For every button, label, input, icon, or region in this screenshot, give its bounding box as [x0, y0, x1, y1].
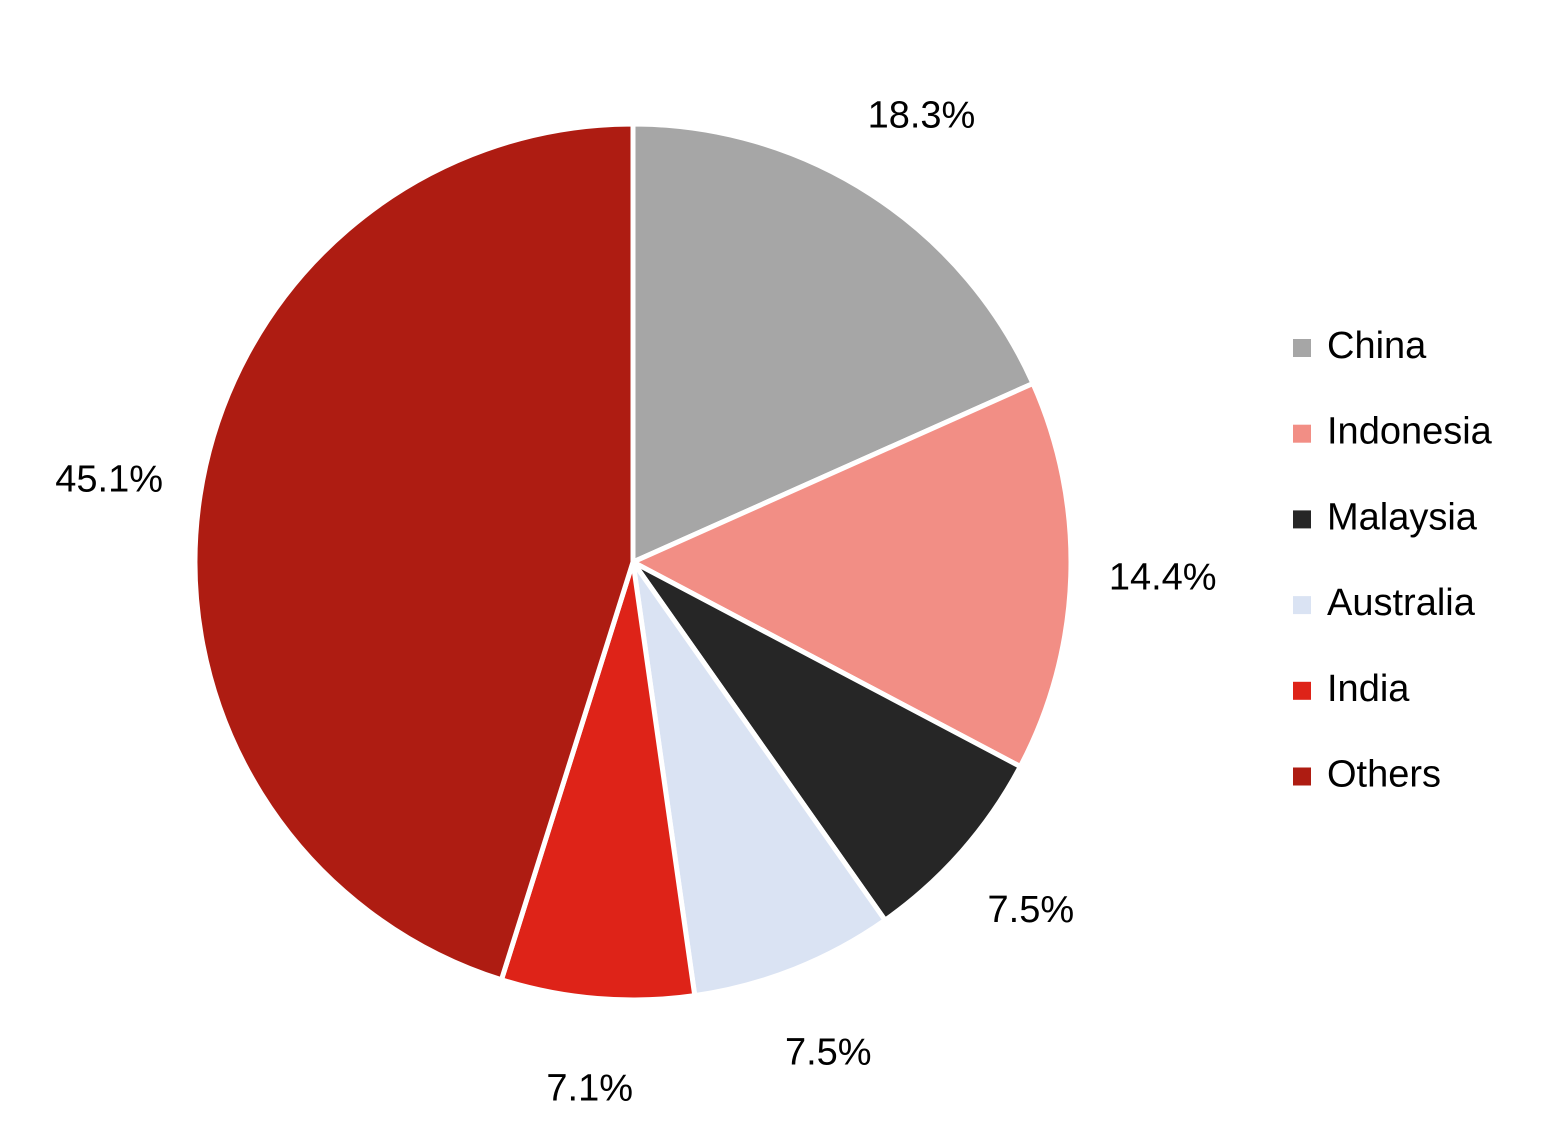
pie-slice [630, 380, 1074, 770]
data-label: 7.5% [988, 889, 1075, 931]
legend-swatch [1293, 424, 1311, 443]
legend-label: China [1327, 325, 1427, 367]
legend-swatch [1293, 681, 1311, 700]
pie-slice [630, 559, 888, 999]
data-label: 18.3% [868, 94, 976, 136]
data-label: 7.5% [785, 1032, 872, 1074]
legend-swatch [1293, 767, 1311, 786]
legend-label: India [1327, 668, 1410, 710]
data-label: 45.1% [55, 459, 163, 501]
legend-label: Malaysia [1327, 496, 1478, 538]
pie-slice [630, 121, 1036, 565]
pie-slice [498, 559, 698, 1003]
legend-swatch [1293, 339, 1311, 357]
legend-label: Australia [1327, 582, 1476, 624]
data-label: 14.4% [1109, 557, 1217, 599]
data-label: 7.1% [546, 1067, 633, 1109]
pie-slice [192, 121, 636, 983]
legend-swatch [1293, 596, 1311, 615]
pie-slice [630, 559, 1023, 923]
legend-swatch [1293, 510, 1311, 529]
legend-label: Indonesia [1327, 411, 1493, 453]
legend-label: Others [1327, 754, 1441, 796]
